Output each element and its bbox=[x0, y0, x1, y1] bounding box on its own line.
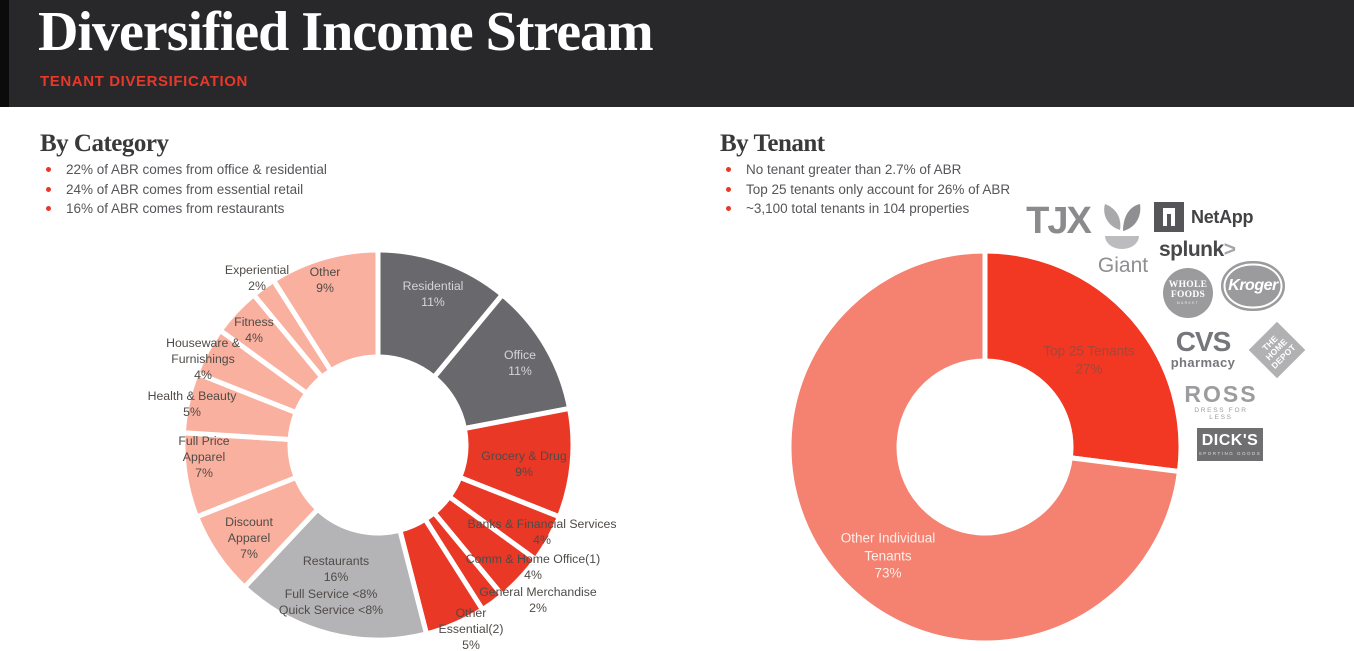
slice-label: Houseware & Furnishings 4% bbox=[166, 336, 240, 382]
slice-label: Grocery & Drug 9% bbox=[481, 449, 567, 479]
splunk-logo-text: splunk bbox=[1159, 238, 1224, 261]
dicks-logo: DICK'S SPORTING GOODS bbox=[1197, 428, 1263, 461]
netapp-mark-bar bbox=[1167, 214, 1171, 226]
cvs-logo-sub: pharmacy bbox=[1170, 355, 1236, 370]
category-section-heading: By Category bbox=[40, 130, 169, 157]
slice-label: Experiential 2% bbox=[224, 263, 290, 293]
whole-foods-logo: WHOLE FOODS MARKET bbox=[1163, 268, 1213, 318]
bullet-text: 24% of ABR comes from essential retail bbox=[66, 181, 304, 197]
slice-label: Comm & Home Office(1) 4% bbox=[465, 552, 601, 582]
ross-logo-sub: DRESS FOR LESS bbox=[1194, 407, 1248, 421]
slice-label: Fitness 4% bbox=[234, 315, 274, 345]
bullet-dot bbox=[726, 206, 731, 211]
slice-other-individual-tenants bbox=[786, 248, 1183, 646]
netapp-logo-mark bbox=[1154, 202, 1184, 232]
bullet-item: No tenant greater than 2.7% of ABR bbox=[722, 160, 1010, 180]
slice-label: Full Price Apparel 7% bbox=[178, 434, 230, 480]
header-accent-strip bbox=[0, 0, 9, 107]
slice-top-25-tenants bbox=[982, 248, 1184, 475]
giant-leaf-icon bbox=[1104, 204, 1141, 249]
cvs-logo: CVS pharmacy bbox=[1170, 326, 1236, 371]
slice-label: Other Essential(2) 5% bbox=[438, 606, 504, 651]
bullet-item: ~3,100 total tenants in 104 properties bbox=[722, 199, 1010, 219]
slice-label: Residential 11% bbox=[402, 279, 464, 309]
bullet-dot bbox=[46, 206, 51, 211]
slice-label: Discount Apparel 7% bbox=[225, 515, 273, 561]
slice-label: Top 25 Tenants 27% bbox=[1043, 343, 1135, 376]
bullet-dot bbox=[726, 186, 731, 192]
bullet-item: 24% of ABR comes from essential retail bbox=[42, 180, 327, 200]
bullet-text: No tenant greater than 2.7% of ABR bbox=[746, 162, 962, 177]
slice-label: General Merchandise 2% bbox=[479, 585, 597, 615]
netapp-logo-text: NetApp bbox=[1191, 206, 1254, 227]
bullet-text: Top 25 tenants only account for 26% of A… bbox=[746, 181, 1011, 197]
dicks-logo-sub: SPORTING GOODS bbox=[1198, 450, 1262, 456]
slice-label: Office 11% bbox=[504, 348, 536, 378]
header: Diversified Income Stream TENANT DIVERSI… bbox=[0, 0, 1354, 107]
bullet-item: 16% of ABR comes from restaurants bbox=[42, 199, 327, 219]
splunk-chevron-icon: > bbox=[1223, 238, 1236, 261]
kroger-logo-text: Kroger bbox=[1228, 277, 1278, 294]
whole-foods-logo-sub: MARKET bbox=[1176, 301, 1200, 306]
dicks-logo-text: DICK'S bbox=[1201, 432, 1259, 450]
bullet-item: 22% of ABR comes from office & residenti… bbox=[42, 160, 327, 180]
bullet-text: ~3,100 total tenants in 104 properties bbox=[746, 201, 970, 216]
cvs-logo-text: CVS bbox=[1175, 326, 1232, 357]
bullet-item: Top 25 tenants only account for 26% of A… bbox=[722, 180, 1010, 200]
whole-foods-logo-text: WHOLE FOODS bbox=[1168, 279, 1208, 300]
slice-label: Full Service <8% Quick Service <8% bbox=[278, 587, 384, 617]
slice-other bbox=[270, 247, 381, 375]
bullet-dot bbox=[726, 167, 731, 172]
page-subtitle: TENANT DIVERSIFICATION bbox=[40, 73, 248, 90]
giant-logo: Giant bbox=[1097, 254, 1149, 277]
bullet-dot bbox=[46, 167, 51, 172]
tenant-section-heading: By Tenant bbox=[720, 130, 825, 157]
ross-logo: ROSS DRESS FOR LESS bbox=[1184, 381, 1258, 422]
slice-label: Other Individual Tenants 73% bbox=[840, 530, 936, 581]
slice-label: Restaurants 16% bbox=[302, 554, 370, 584]
category-bullet-list: 22% of ABR comes from office & residenti… bbox=[42, 160, 327, 219]
category-donut bbox=[180, 247, 576, 643]
ross-logo-text: ROSS bbox=[1184, 381, 1258, 407]
slice-label: Banks & Financial Services 4% bbox=[467, 517, 617, 547]
tenant-donut bbox=[786, 248, 1184, 646]
netapp-logo: NetApp bbox=[1154, 202, 1254, 232]
kroger-logo: Kroger bbox=[1221, 261, 1285, 311]
tjx-logo: TJX bbox=[1026, 200, 1092, 242]
splunk-logo: splunk> bbox=[1159, 238, 1236, 262]
slice-label: Health & Beauty 5% bbox=[147, 389, 237, 419]
tenant-bullet-list: No tenant greater than 2.7% of ABR Top 2… bbox=[722, 160, 1010, 219]
bullet-dot bbox=[46, 186, 51, 192]
slice-label: Other 9% bbox=[309, 265, 341, 295]
bullet-text: 16% of ABR comes from restaurants bbox=[66, 201, 285, 216]
page-title: Diversified Income Stream bbox=[38, 1, 654, 63]
bullet-text: 22% of ABR comes from office & residenti… bbox=[66, 162, 327, 177]
